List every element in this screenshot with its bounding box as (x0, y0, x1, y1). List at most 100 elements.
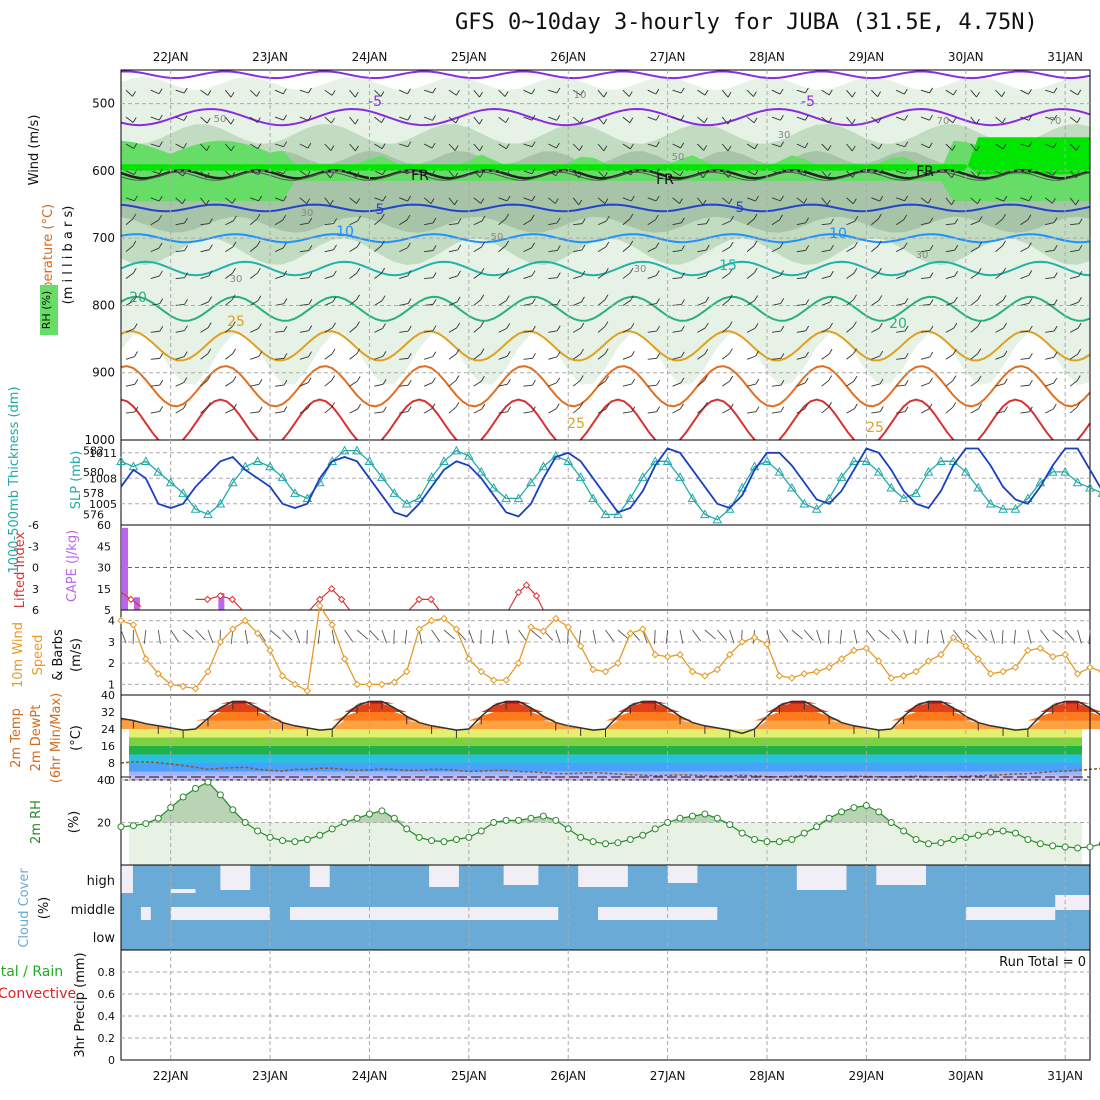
wind-barb (299, 356, 309, 360)
precip-panel-frame (120, 949, 1091, 1061)
rh2m-marker (1024, 836, 1032, 843)
thickness-marker (588, 493, 598, 503)
wind-barb (250, 411, 260, 414)
wind-barb-flag (655, 195, 660, 202)
wind-barb-flag (929, 114, 933, 121)
wind-barb (225, 408, 234, 414)
li-tick-label: 6 (32, 604, 39, 617)
wind-barb (200, 275, 210, 279)
wind-barb (771, 247, 781, 253)
wind-barb-flag (780, 141, 784, 147)
wind-barb (896, 275, 905, 279)
wind-barb-flag (356, 348, 361, 355)
wind-barb (846, 220, 855, 226)
wind-barb (697, 170, 704, 179)
wind-barb-flag (1028, 353, 1033, 359)
surface-wind-barb (803, 629, 814, 641)
wind-barb (150, 89, 160, 95)
wind-speed-marker (775, 672, 784, 680)
wind-barb (1045, 277, 1055, 279)
wind-barb (796, 89, 806, 94)
wind-barb-flag (1028, 298, 1033, 304)
wind-barb-flag (829, 270, 834, 277)
wind-barb-flag (681, 299, 685, 305)
wind-barb-flag (532, 353, 536, 359)
wind-barb (771, 357, 781, 360)
pressure-tick-label: 600 (92, 164, 115, 178)
wind-barb-flag (407, 379, 412, 386)
wind-barb-flag (158, 168, 163, 174)
wind-barb-flag (479, 91, 483, 98)
rh2m-marker (800, 829, 808, 837)
wind-barb (523, 143, 533, 148)
wind-barb (299, 250, 309, 253)
rh2m-marker (614, 839, 622, 847)
wind-barb-flag (976, 145, 980, 152)
wind-barb (1020, 357, 1030, 360)
wind-barb (374, 116, 382, 123)
surface-wind-barb (1013, 629, 1016, 644)
rh2m-marker (477, 827, 485, 835)
wind-barb (200, 301, 209, 306)
rh2m-marker (539, 812, 547, 820)
wind-barb-flag (878, 267, 882, 274)
surface-wind-barb (480, 629, 482, 645)
wind-speed-marker (117, 616, 125, 625)
wind-barb (1069, 327, 1079, 333)
thickness-marker (227, 477, 238, 487)
rh2m-marker (1049, 842, 1057, 850)
wind-speed-marker (899, 672, 908, 680)
wind-barb-flag (258, 379, 263, 385)
rh-fill (121, 782, 1100, 823)
thickness-marker (339, 445, 350, 455)
wind-barb (597, 197, 606, 204)
wind-barb-flag (331, 90, 336, 96)
wind-barb-flag (603, 91, 608, 98)
wind-barb-flag (432, 272, 437, 278)
wind-barb (697, 143, 705, 151)
wind-barb (697, 380, 705, 387)
wind-barb-flag (1053, 142, 1057, 148)
wind-barb (871, 89, 878, 97)
wind-barb-flag (977, 198, 981, 205)
wind-barb-flag (703, 117, 708, 124)
cloud-unit-label: (%) (37, 897, 52, 920)
wind-barb-flag (604, 348, 609, 354)
surface-wind-barb (369, 629, 380, 641)
wind-barb (622, 272, 631, 279)
wind-barb (572, 380, 581, 387)
wind-barb-flag (231, 321, 236, 327)
rh2m-marker (1011, 829, 1019, 837)
wind-barb (423, 116, 433, 121)
wind-barb-flag (330, 172, 334, 179)
wind-barb-flag (656, 353, 661, 359)
wind-barb (871, 116, 879, 124)
wind-barb-flag (407, 114, 412, 121)
wind-barb-flag (480, 198, 485, 204)
wind-barb (200, 406, 208, 414)
precip-panel-bg (121, 950, 1090, 1060)
wind-barb-flag (754, 295, 759, 301)
wind-barb (498, 170, 507, 176)
wind-barb-flag (455, 375, 460, 381)
thickness-marker (476, 466, 487, 476)
contour-label: 15 (719, 258, 737, 274)
wind-barb (746, 197, 756, 202)
wind-barb (697, 327, 706, 333)
wind-barb (771, 116, 781, 121)
wind-barb (424, 250, 434, 253)
thickness-marker (116, 456, 126, 465)
wind-barb (498, 411, 508, 414)
rh2m-marker (204, 778, 212, 786)
wind-barb (523, 303, 533, 306)
wind-barb (821, 301, 831, 306)
wind-barb-flag (878, 295, 883, 301)
wind-barb-flag (779, 242, 784, 248)
wind-barb (697, 116, 705, 124)
wind-barb-flag (579, 375, 584, 381)
contour-label: 30 (301, 208, 314, 219)
wind-barb (324, 275, 334, 279)
wind-barb (498, 327, 507, 333)
wind-barb (548, 277, 558, 279)
wind-barb (473, 380, 482, 387)
